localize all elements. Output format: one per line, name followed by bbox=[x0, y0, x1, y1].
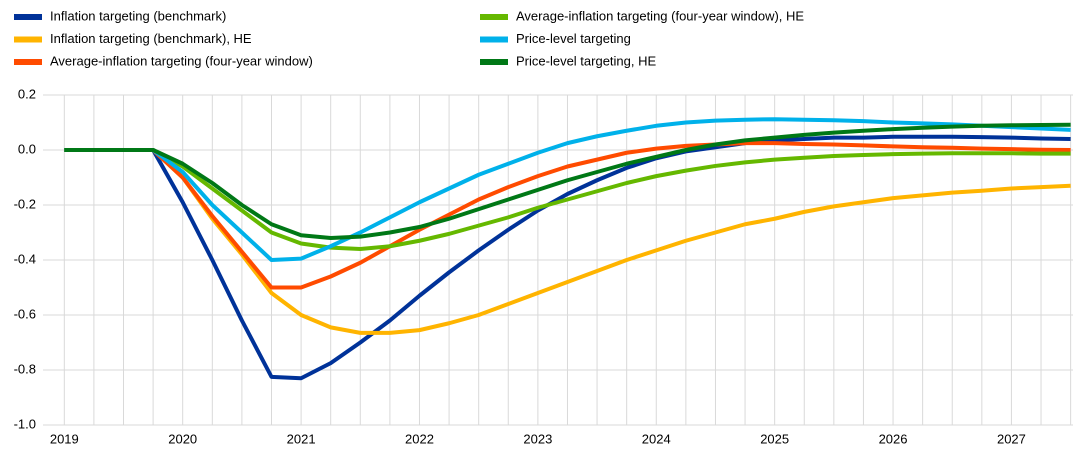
y-tick-label: 0.0 bbox=[18, 141, 36, 156]
legend-label: Price-level targeting, HE bbox=[516, 53, 656, 68]
y-tick-label: -0.2 bbox=[14, 196, 36, 211]
legend-swatch bbox=[480, 36, 508, 43]
x-tick-label: 2024 bbox=[642, 431, 671, 446]
line bbox=[64, 134, 1071, 381]
line bbox=[64, 148, 1071, 251]
legend-label: Inflation targeting (benchmark), HE bbox=[50, 31, 252, 46]
y-tick-label: -0.4 bbox=[14, 251, 36, 266]
legend-swatch bbox=[14, 36, 42, 43]
legend-swatch bbox=[14, 14, 42, 20]
legend-label: Price-level targeting bbox=[516, 31, 631, 46]
x-tick-label: 2020 bbox=[168, 431, 197, 446]
y-tick-label: -0.8 bbox=[14, 361, 36, 376]
y-tick-label: -1.0 bbox=[14, 416, 36, 431]
legend-swatch bbox=[480, 14, 508, 20]
line bbox=[64, 141, 1071, 290]
y-tick-label: -0.6 bbox=[14, 306, 36, 321]
x-tick-label: 2021 bbox=[287, 431, 316, 446]
y-tick-label: 0.2 bbox=[18, 86, 36, 101]
line bbox=[64, 122, 1071, 240]
x-tick-label: 2023 bbox=[523, 431, 552, 446]
legend-label: Average-inflation targeting (four-year w… bbox=[50, 53, 313, 68]
legend-label: Inflation targeting (benchmark) bbox=[50, 8, 226, 23]
legend-swatch bbox=[14, 59, 42, 65]
legend-label: Average-inflation targeting (four-year w… bbox=[516, 8, 804, 23]
x-tick-label: 2022 bbox=[405, 431, 434, 446]
line bbox=[64, 117, 1071, 262]
x-tick-label: 2026 bbox=[879, 431, 908, 446]
x-tick-label: 2027 bbox=[997, 431, 1026, 446]
x-tick-label: 2025 bbox=[760, 431, 789, 446]
legend-swatch bbox=[480, 59, 508, 65]
x-tick-label: 2019 bbox=[50, 431, 79, 446]
